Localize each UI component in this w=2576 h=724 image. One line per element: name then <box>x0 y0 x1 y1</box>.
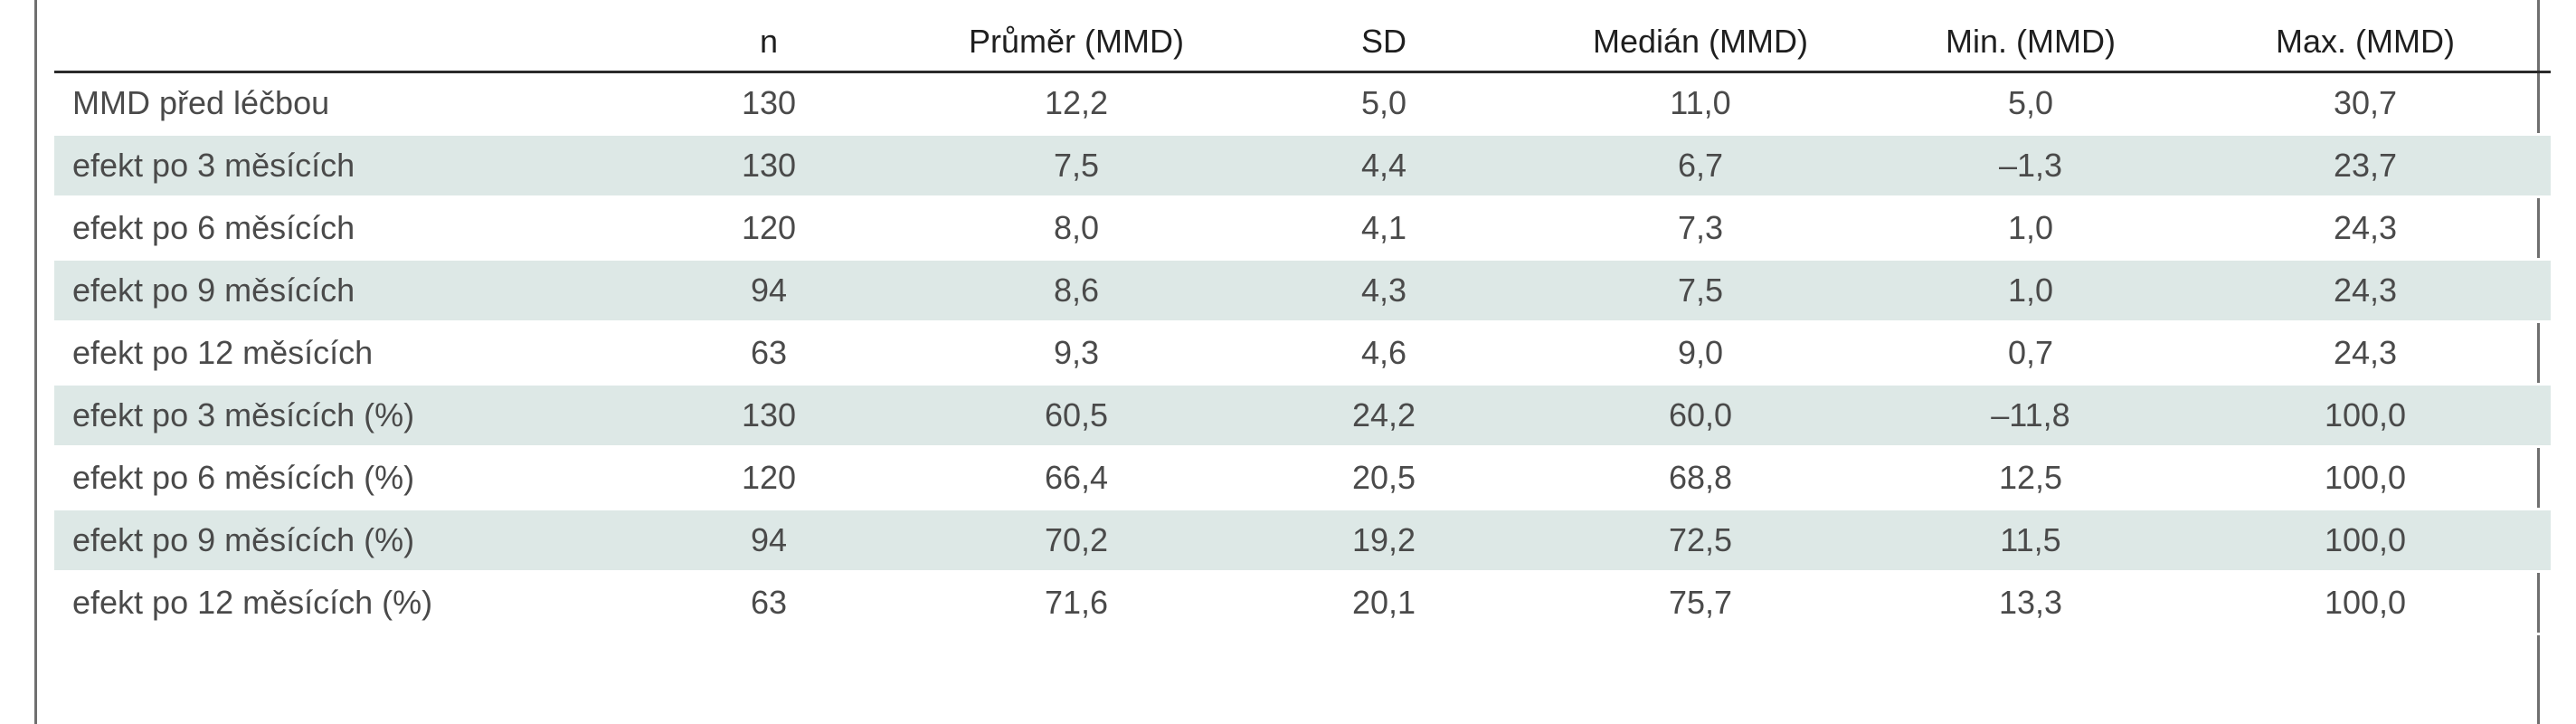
cell-max: 24,3 <box>2180 258 2551 323</box>
header-n: n <box>633 13 904 73</box>
cell-mean: 66,4 <box>904 445 1248 510</box>
cell-max: 100,0 <box>2180 383 2551 448</box>
table-row: efekt po 6 měsících 120 8,0 4,1 7,3 1,0 … <box>54 195 2551 261</box>
cell-sd: 4,4 <box>1248 133 1520 198</box>
cell-median: 72,5 <box>1520 508 1881 573</box>
cell-mean: 8,6 <box>904 258 1248 323</box>
cell-sd: 4,1 <box>1248 195 1520 261</box>
table-row: efekt po 12 měsících (%) 63 71,6 20,1 75… <box>54 570 2551 635</box>
row-label: efekt po 12 měsících <box>54 320 633 386</box>
row-label: MMD před léčbou <box>54 71 633 136</box>
cell-mean: 12,2 <box>904 71 1248 136</box>
header-row: n Průměr (MMD) SD Medián (MMD) Min. (MMD… <box>54 13 2551 73</box>
cell-min: 1,0 <box>1881 195 2180 261</box>
table-body: MMD před léčbou 130 12,2 5,0 11,0 5,0 30… <box>54 71 2551 635</box>
cell-median: 7,5 <box>1520 258 1881 323</box>
header-min: Min. (MMD) <box>1881 13 2180 73</box>
cell-sd: 24,2 <box>1248 383 1520 448</box>
statistics-table: n Průměr (MMD) SD Medián (MMD) Min. (MMD… <box>54 13 2551 635</box>
cell-sd: 4,3 <box>1248 258 1520 323</box>
cell-median: 75,7 <box>1520 570 1881 635</box>
cell-sd: 5,0 <box>1248 71 1520 136</box>
cell-min: 5,0 <box>1881 71 2180 136</box>
cell-min: –1,3 <box>1881 133 2180 198</box>
cell-min: –11,8 <box>1881 383 2180 448</box>
cell-max: 24,3 <box>2180 320 2551 386</box>
cell-median: 7,3 <box>1520 195 1881 261</box>
row-label: efekt po 9 měsících (%) <box>54 508 633 573</box>
cell-median: 11,0 <box>1520 71 1881 136</box>
cell-sd: 20,5 <box>1248 445 1520 510</box>
cell-min: 13,3 <box>1881 570 2180 635</box>
header-mean: Průměr (MMD) <box>904 13 1248 73</box>
table-row: efekt po 3 měsících 130 7,5 4,4 6,7 –1,3… <box>54 133 2551 198</box>
cell-mean: 7,5 <box>904 133 1248 198</box>
header-label-column <box>54 13 633 73</box>
cell-n: 63 <box>633 570 904 635</box>
table-row: efekt po 6 měsících (%) 120 66,4 20,5 68… <box>54 445 2551 510</box>
row-label: efekt po 12 měsících (%) <box>54 570 633 635</box>
cell-median: 60,0 <box>1520 383 1881 448</box>
header-max: Max. (MMD) <box>2180 13 2551 73</box>
row-label: efekt po 6 měsících (%) <box>54 445 633 510</box>
cell-n: 94 <box>633 508 904 573</box>
cell-mean: 71,6 <box>904 570 1248 635</box>
cell-median: 68,8 <box>1520 445 1881 510</box>
cell-min: 0,7 <box>1881 320 2180 386</box>
cell-max: 23,7 <box>2180 133 2551 198</box>
header-median: Medián (MMD) <box>1520 13 1881 73</box>
cell-n: 130 <box>633 71 904 136</box>
header-sd: SD <box>1248 13 1520 73</box>
table-row: efekt po 12 měsících 63 9,3 4,6 9,0 0,7 … <box>54 320 2551 386</box>
row-label: efekt po 3 měsících <box>54 133 633 198</box>
cell-max: 30,7 <box>2180 71 2551 136</box>
table-header: n Průměr (MMD) SD Medián (MMD) Min. (MMD… <box>54 13 2551 73</box>
cell-n: 120 <box>633 195 904 261</box>
cell-mean: 9,3 <box>904 320 1248 386</box>
cell-mean: 60,5 <box>904 383 1248 448</box>
cell-sd: 4,6 <box>1248 320 1520 386</box>
cell-max: 100,0 <box>2180 445 2551 510</box>
row-label: efekt po 6 měsících <box>54 195 633 261</box>
cell-max: 100,0 <box>2180 508 2551 573</box>
cell-n: 94 <box>633 258 904 323</box>
row-label: efekt po 3 měsících (%) <box>54 383 633 448</box>
cell-mean: 70,2 <box>904 508 1248 573</box>
row-label: efekt po 9 měsících <box>54 258 633 323</box>
table-row: MMD před léčbou 130 12,2 5,0 11,0 5,0 30… <box>54 71 2551 136</box>
table-row: efekt po 9 měsících (%) 94 70,2 19,2 72,… <box>54 508 2551 573</box>
table-row: efekt po 3 měsících (%) 130 60,5 24,2 60… <box>54 383 2551 448</box>
cell-min: 1,0 <box>1881 258 2180 323</box>
cell-min: 11,5 <box>1881 508 2180 573</box>
cell-median: 9,0 <box>1520 320 1881 386</box>
cell-mean: 8,0 <box>904 195 1248 261</box>
table-row: efekt po 9 měsících 94 8,6 4,3 7,5 1,0 2… <box>54 258 2551 323</box>
cell-sd: 20,1 <box>1248 570 1520 635</box>
cell-n: 130 <box>633 133 904 198</box>
cell-median: 6,7 <box>1520 133 1881 198</box>
cell-min: 12,5 <box>1881 445 2180 510</box>
cell-n: 130 <box>633 383 904 448</box>
cell-sd: 19,2 <box>1248 508 1520 573</box>
cell-max: 100,0 <box>2180 570 2551 635</box>
cell-max: 24,3 <box>2180 195 2551 261</box>
cell-n: 120 <box>633 445 904 510</box>
cell-n: 63 <box>633 320 904 386</box>
